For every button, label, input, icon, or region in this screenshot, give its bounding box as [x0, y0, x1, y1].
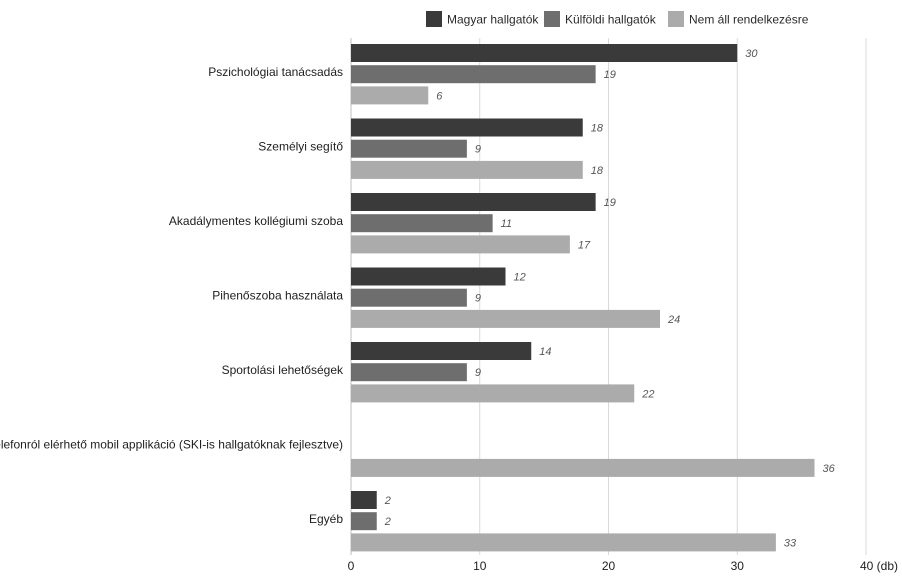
- value-label-5-3: 22: [641, 388, 654, 400]
- value-label-4-3: 24: [667, 314, 680, 326]
- bar-2-1: [351, 118, 583, 137]
- x-tick-label-0: 0: [348, 559, 355, 573]
- value-label-1-1: 30: [745, 48, 758, 60]
- bar-5-2: [351, 363, 467, 382]
- value-label-5-2: 9: [475, 367, 481, 379]
- legend-swatch-2: [544, 11, 560, 27]
- value-label-1-2: 19: [604, 69, 616, 81]
- bar-7-2: [351, 512, 377, 531]
- bar-1-1: [351, 44, 738, 62]
- value-label-1-3: 6: [436, 90, 443, 102]
- legend: Magyar hallgatók Külföldi hallgatók Nem ál…: [426, 11, 809, 27]
- value-label-3-3: 17: [578, 239, 591, 251]
- legend-swatch-3: [668, 11, 684, 27]
- value-label-6-3: 36: [823, 463, 836, 475]
- bar-3-1: [351, 193, 596, 211]
- x-tick-label-40: 40 (db): [860, 559, 898, 573]
- bar-1-3: [351, 86, 429, 105]
- value-label-7-3: 33: [784, 537, 797, 549]
- x-tick-label-20: 20: [602, 559, 616, 573]
- category-label-3: Akadálymentes kollégiumi szoba: [169, 214, 343, 228]
- legend-swatch-1: [426, 11, 442, 27]
- value-label-3-2: 11: [501, 218, 512, 230]
- x-tick-label-10: 10: [473, 559, 487, 573]
- category-label-6: Telefonról elérhető mobil applikáció (SK…: [0, 438, 343, 452]
- legend-label-3: Nem áll rendelkezésre: [689, 13, 809, 27]
- category-label-4: Pihenőszoba használata: [212, 289, 343, 303]
- bar-3-3: [351, 235, 570, 254]
- bar-2-3: [351, 160, 583, 179]
- bar-5-1: [351, 342, 532, 360]
- value-label-7-2: 2: [384, 516, 391, 528]
- category-label-5: Sportolási lehetőségek: [222, 363, 344, 377]
- value-label-3-1: 19: [604, 197, 616, 209]
- bar-6-3: [351, 458, 815, 477]
- category-labels: Pszichológiai tanácsadás Személyi segítő A…: [0, 65, 344, 526]
- bar-1-2: [351, 65, 596, 84]
- bar-5-3: [351, 384, 635, 403]
- bar-7-3: [351, 533, 776, 552]
- value-label-2-1: 18: [591, 123, 604, 135]
- value-label-2-3: 18: [591, 165, 604, 177]
- legend-label-1: Magyar hallgatók: [447, 13, 539, 27]
- bar-3-2: [351, 214, 493, 233]
- x-axis-ticks: 0 10 20 30 40 (db): [348, 559, 898, 573]
- bar-4-1: [351, 267, 506, 286]
- category-label-2: Személyi segítő: [258, 140, 343, 154]
- category-label-7: Egyéb: [309, 512, 343, 526]
- bar-4-3: [351, 309, 660, 328]
- value-label-7-1: 2: [384, 495, 391, 507]
- bar-4-2: [351, 288, 467, 307]
- bar-7-1: [351, 491, 377, 509]
- bars: [351, 44, 815, 552]
- category-label-1: Pszichológiai tanácsadás: [208, 65, 343, 79]
- value-label-2-2: 9: [475, 144, 481, 156]
- bar-2-2: [351, 139, 467, 158]
- x-tick-label-30: 30: [731, 559, 745, 573]
- legend-label-2: Külföldi hallgatók: [565, 13, 657, 27]
- value-label-4-1: 12: [514, 272, 526, 284]
- value-label-4-2: 9: [475, 293, 481, 305]
- value-label-5-1: 14: [539, 346, 551, 358]
